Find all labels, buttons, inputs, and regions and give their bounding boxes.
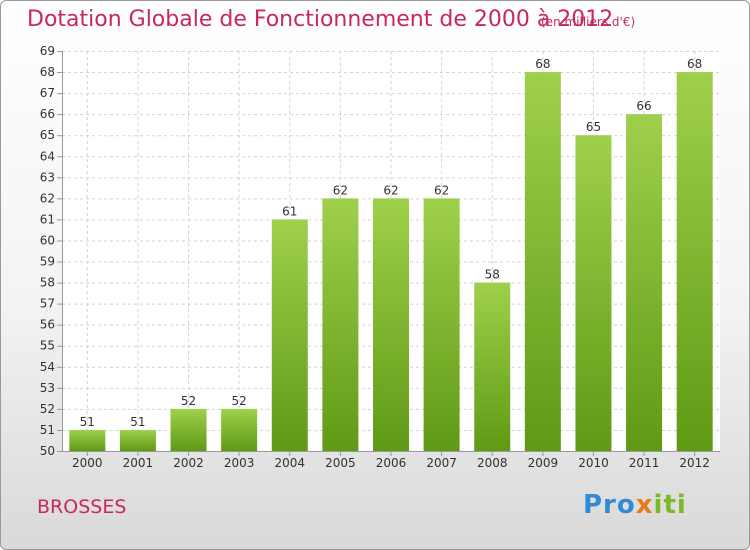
- y-tick-label: 64: [40, 149, 55, 163]
- y-tick-label: 63: [40, 170, 55, 184]
- x-tick-label-2003: 2003: [224, 456, 255, 470]
- y-tick-label: 51: [40, 423, 55, 437]
- y-tick-label: 54: [40, 360, 55, 374]
- proxiti-logo[interactable]: Proxiti: [583, 490, 687, 520]
- x-tick-label-2005: 2005: [325, 456, 356, 470]
- y-tick-label: 61: [40, 212, 55, 226]
- x-tick-label-2008: 2008: [477, 456, 508, 470]
- y-tick-label: 69: [40, 44, 55, 58]
- data-label-2004: 61: [282, 204, 297, 218]
- bar-2008: [474, 282, 511, 451]
- x-tick-label-2012: 2012: [679, 456, 710, 470]
- bar-2012: [676, 72, 713, 451]
- labels: 50 51 52 53 54 55 56 57 58 59 60 61 62 63 64 65 66 67 68 69…: [40, 44, 710, 470]
- x-tick-label-2001: 2001: [123, 456, 154, 470]
- chart-title: Dotation Globale de Fonctionnement de 20…: [27, 7, 614, 32]
- y-tick-label: 57: [40, 297, 55, 311]
- bar-2004: [271, 219, 308, 451]
- logo-part-2: x: [635, 490, 654, 520]
- logo-part-1: Pro: [583, 490, 636, 520]
- y-tick-label: 65: [40, 128, 55, 142]
- data-label-2003: 52: [232, 394, 247, 408]
- data-label-2008: 58: [485, 268, 500, 282]
- x-tick-label-2011: 2011: [629, 456, 660, 470]
- y-tick-label: 60: [40, 233, 55, 247]
- bar-2010: [575, 135, 612, 452]
- y-tick-label: 52: [40, 402, 55, 416]
- y-tick-label: 59: [40, 255, 55, 269]
- x-tick-label-2004: 2004: [274, 456, 305, 470]
- y-tick-label: 62: [40, 191, 55, 205]
- bars: [69, 72, 713, 452]
- y-tick-label: 55: [40, 339, 55, 353]
- data-label-2009: 68: [535, 57, 550, 71]
- bar-2003: [221, 408, 258, 451]
- logo-part-3: iti: [653, 490, 687, 520]
- y-tick-label: 56: [40, 318, 55, 332]
- y-tick-label: 50: [40, 444, 55, 458]
- bar-2011: [626, 114, 663, 451]
- bar-2001: [119, 429, 156, 451]
- bar-2009: [524, 72, 561, 451]
- y-tick-label: 53: [40, 381, 55, 395]
- y-tick-label: 58: [40, 276, 55, 290]
- x-tick-label-2006: 2006: [376, 456, 407, 470]
- data-label-2006: 62: [383, 183, 398, 197]
- x-tick-label-2000: 2000: [72, 456, 103, 470]
- bar-2005: [322, 198, 359, 451]
- commune-name: BROSSES: [37, 496, 127, 518]
- data-label-2001: 51: [130, 415, 145, 429]
- bar-2002: [170, 408, 207, 451]
- data-label-2010: 65: [586, 120, 601, 134]
- data-label-2012: 68: [687, 57, 702, 71]
- x-tick-label-2007: 2007: [426, 456, 457, 470]
- y-tick-label: 66: [40, 107, 55, 121]
- unit-label: (en milliers d'€): [541, 15, 636, 29]
- data-label-2007: 62: [434, 183, 449, 197]
- bar-2000: [69, 429, 106, 451]
- bar-2007: [423, 198, 460, 451]
- y-tick-label: 67: [40, 86, 55, 100]
- data-label-2011: 66: [636, 99, 651, 113]
- x-tick-label-2002: 2002: [173, 456, 204, 470]
- data-label-2000: 51: [80, 415, 95, 429]
- y-tick-label: 68: [40, 65, 55, 79]
- data-label-2005: 62: [333, 183, 348, 197]
- bar-2006: [373, 198, 409, 451]
- x-tick-label-2010: 2010: [578, 456, 609, 470]
- x-tick-label-2009: 2009: [528, 456, 559, 470]
- data-label-2002: 52: [181, 394, 196, 408]
